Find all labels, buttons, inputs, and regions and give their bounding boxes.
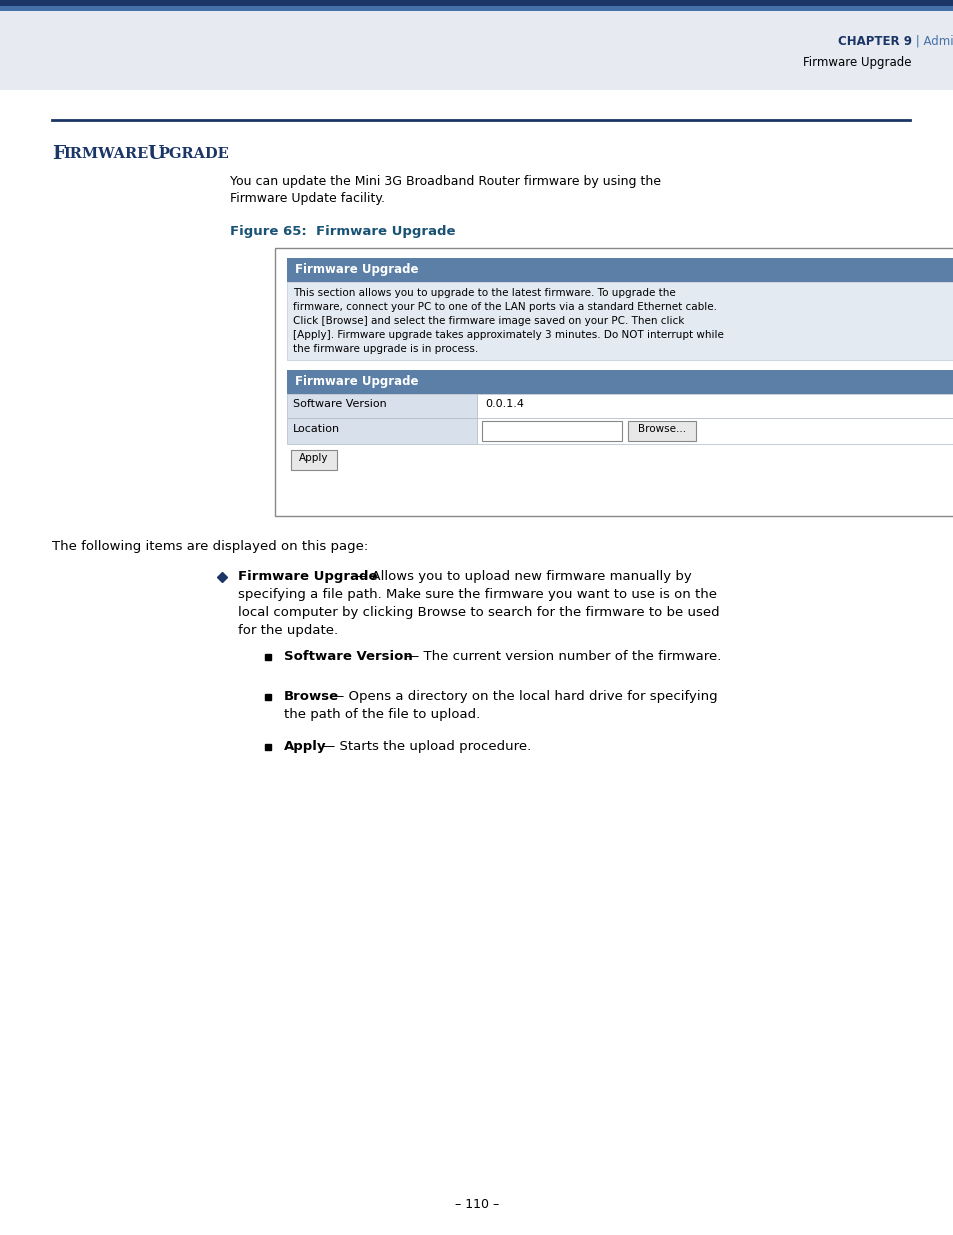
Text: This section allows you to upgrade to the latest firmware. To upgrade the: This section allows you to upgrade to th… [293, 288, 675, 298]
Text: Firmware Upgrade: Firmware Upgrade [802, 56, 911, 69]
Text: for the update.: for the update. [237, 624, 337, 637]
Bar [481, 421, 621, 441]
Text: Firmware Update facility.: Firmware Update facility. [230, 191, 385, 205]
Text: — Starts the upload procedure.: — Starts the upload procedure. [322, 740, 531, 753]
Text: Firmware Upgrade: Firmware Upgrade [294, 375, 418, 388]
Bar [287, 258, 953, 282]
Text: the firmware upgrade is in process.: the firmware upgrade is in process. [293, 345, 477, 354]
Text: — Allows you to upload new firmware manually by: — Allows you to upload new firmware manu… [354, 571, 691, 583]
Text: Figure 65:  Firmware Upgrade: Figure 65: Firmware Upgrade [230, 225, 455, 238]
Text: 0.0.1.4: 0.0.1.4 [484, 399, 523, 409]
Text: Firmware Upgrade: Firmware Upgrade [294, 263, 418, 275]
Text: Software Version: Software Version [284, 650, 413, 663]
Text: CHAPTER 9: CHAPTER 9 [837, 35, 911, 48]
Text: U: U [147, 144, 163, 163]
Bar [0, 6, 953, 11]
Text: IRMWARE: IRMWARE [63, 147, 148, 161]
Text: the path of the file to upload.: the path of the file to upload. [284, 708, 479, 721]
Text: PGRADE: PGRADE [158, 147, 229, 161]
Bar [287, 394, 476, 417]
Bar [274, 248, 953, 516]
Text: Browse: Browse [284, 690, 338, 703]
Text: The following items are displayed on this page:: The following items are displayed on thi… [52, 540, 368, 553]
Text: local computer by clicking Browse to search for the firmware to be used: local computer by clicking Browse to sea… [237, 606, 719, 619]
Bar [287, 282, 953, 359]
Text: – 110 –: – 110 – [455, 1198, 498, 1212]
Bar [0, 11, 953, 90]
Text: [Apply]. Firmware upgrade takes approximately 3 minutes. Do NOT interrupt while: [Apply]. Firmware upgrade takes approxim… [293, 330, 723, 340]
Text: F: F [52, 144, 65, 163]
Text: Browse...: Browse... [638, 424, 685, 433]
Text: Location: Location [293, 424, 340, 433]
Text: You can update the Mini 3G Broadband Router firmware by using the: You can update the Mini 3G Broadband Rou… [230, 175, 660, 188]
Bar [476, 394, 953, 417]
Bar [287, 417, 476, 445]
Text: Apply: Apply [284, 740, 326, 753]
Bar [627, 421, 696, 441]
Text: Click [Browse] and select the firmware image saved on your PC. Then click: Click [Browse] and select the firmware i… [293, 316, 683, 326]
Bar [476, 417, 953, 445]
Text: | Administration Settings: | Administration Settings [911, 35, 953, 48]
Text: Firmware Upgrade: Firmware Upgrade [237, 571, 377, 583]
Text: Software Version: Software Version [293, 399, 386, 409]
Bar [287, 370, 953, 394]
Bar [291, 450, 336, 471]
Text: specifying a file path. Make sure the firmware you want to use is on the: specifying a file path. Make sure the fi… [237, 588, 717, 601]
Text: — Opens a directory on the local hard drive for specifying: — Opens a directory on the local hard dr… [331, 690, 717, 703]
Text: — The current version number of the firmware.: — The current version number of the firm… [406, 650, 720, 663]
Text: firmware, connect your PC to one of the LAN ports via a standard Ethernet cable.: firmware, connect your PC to one of the … [293, 303, 717, 312]
Text: Apply: Apply [299, 453, 329, 463]
Bar [0, 0, 953, 6]
